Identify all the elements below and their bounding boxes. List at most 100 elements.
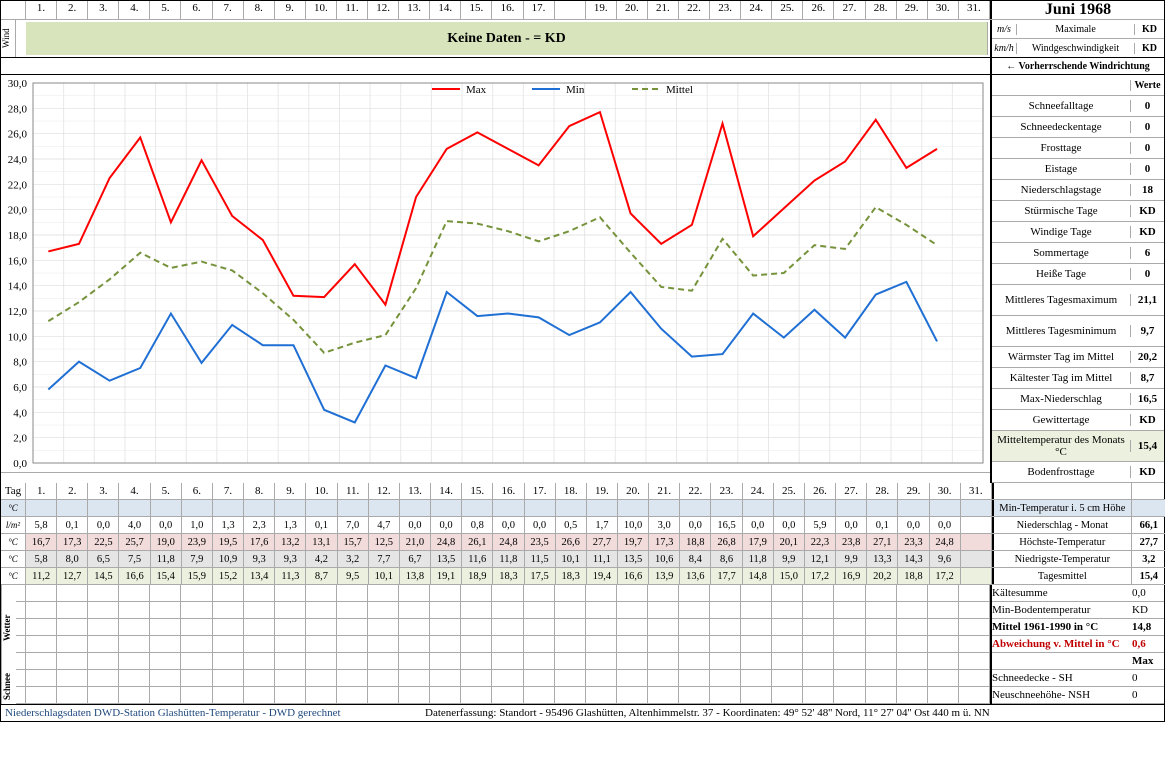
empty-row — [16, 636, 990, 653]
empty-row — [16, 670, 990, 687]
stat-row: Schneedeckentage0 — [992, 117, 1164, 138]
day-header: 1. — [26, 1, 57, 19]
svg-text:2,0: 2,0 — [13, 433, 27, 445]
empty-row — [16, 585, 990, 602]
title: Juni 1968 — [990, 1, 1164, 19]
wind-row: Wind Keine Daten - = KD m/s Maximale KD … — [1, 20, 1164, 58]
stat-row: Eistage0 — [992, 159, 1164, 180]
footer: Niederschlagsdaten DWD-Station Glashütte… — [1, 704, 1164, 721]
day-header: 4. — [119, 1, 150, 19]
wetter-label: Wetter — [1, 585, 16, 670]
header-row: 1.2.3.4.5.6.7.8.9.10.11.12.13.14.15.16.1… — [1, 1, 1164, 20]
bottom-stat-row: Mittel 1961-1990 in °C14,8 — [992, 619, 1164, 636]
data-row: l/m²5,80,10,04,00,01,01,32,31,30,17,04,7… — [1, 517, 1165, 534]
day-header: 23. — [710, 1, 741, 19]
day-header: 30. — [928, 1, 959, 19]
tag-row: Tag1.2.3.4.5.6.7.8.9.10.11.12.13.14.15.1… — [1, 483, 1165, 500]
stat-row: Windige TageKD — [992, 222, 1164, 243]
day-header: 10. — [306, 1, 337, 19]
day-header: 2. — [57, 1, 88, 19]
stats-column: WerteSchneefalltage0Schneedeckentage0Fro… — [990, 75, 1164, 483]
wind-label: Wind — [1, 20, 16, 57]
stat-row: Kältester Tag im Mittel8,7 — [992, 368, 1164, 389]
bottom-stat-row: Abweichung v. Mittel in °C0,6 — [992, 636, 1164, 653]
stat-row: Mitteltemperatur des Monats °C15,4 — [992, 431, 1164, 462]
day-header: 29. — [897, 1, 928, 19]
day-header: 20. — [617, 1, 648, 19]
bottom-stat-row: Kältesumme0,0 — [992, 585, 1164, 602]
footer-source: Niederschlagsdaten DWD-Station Glashütte… — [1, 705, 421, 721]
day-header: 3. — [88, 1, 119, 19]
bottom-section: Wetter Schnee Kältesumme0,0Min-Bodentemp… — [1, 585, 1164, 704]
day-labels-top: 1.2.3.4.5.6.7.8.9.10.11.12.13.14.15.16.1… — [1, 1, 990, 19]
day-header: 11. — [337, 1, 368, 19]
empty-row — [16, 602, 990, 619]
bottom-stat-row: Schneedecke - SH0 — [992, 670, 1164, 687]
wind-info: m/s Maximale KD km/h Windgeschwindigkeit… — [990, 20, 1164, 57]
svg-text:16,0: 16,0 — [8, 255, 28, 267]
stat-row: Wärmster Tag im Mittel20,2 — [992, 347, 1164, 368]
svg-text:4,0: 4,0 — [13, 407, 27, 419]
stat-row: Schneefalltage0 — [992, 96, 1164, 117]
bottom-stat-row: Max — [992, 653, 1164, 670]
svg-text:22,0: 22,0 — [8, 179, 28, 191]
data-row: °C11,212,714,516,615,415,915,213,411,38,… — [1, 568, 1165, 585]
svg-text:20,0: 20,0 — [8, 205, 28, 217]
day-header: 8. — [244, 1, 275, 19]
day-header: 9. — [275, 1, 306, 19]
stat-row: BodenfrosttageKD — [992, 462, 1164, 483]
svg-text:28,0: 28,0 — [8, 103, 28, 115]
chart-row: 0,0 2,0 4,0 6,0 8,0 10,0 12,0 14,0 16,0 18,0 20,0 2… — [1, 75, 1164, 483]
stat-row: Mittleres Tagesmaximum21,1 — [992, 285, 1164, 316]
svg-text:14,0: 14,0 — [8, 281, 28, 293]
svg-text:Mittel: Mittel — [666, 84, 693, 96]
day-header: 13. — [399, 1, 430, 19]
day-header: 16. — [492, 1, 523, 19]
day-header: 26. — [803, 1, 834, 19]
day-header: 27. — [834, 1, 865, 19]
wind-banner: Keine Daten - = KD — [26, 22, 988, 55]
schnee-label: Schnee — [1, 670, 16, 704]
day-header: 22. — [679, 1, 710, 19]
svg-text:18,0: 18,0 — [8, 230, 28, 242]
svg-text:30,0: 30,0 — [8, 78, 28, 90]
stat-row: Sommertage6 — [992, 243, 1164, 264]
data-table: Tag1.2.3.4.5.6.7.8.9.10.11.12.13.14.15.1… — [1, 483, 1165, 585]
stat-row: GewittertageKD — [992, 410, 1164, 431]
svg-text:6,0: 6,0 — [13, 382, 27, 394]
weather-report: 1.2.3.4.5.6.7.8.9.10.11.12.13.14.15.16.1… — [0, 0, 1165, 722]
temperature-chart: 0,0 2,0 4,0 6,0 8,0 10,0 12,0 14,0 16,0 18,0 20,0 2… — [1, 75, 990, 473]
svg-text:8,0: 8,0 — [13, 357, 27, 369]
svg-text:0,0: 0,0 — [13, 458, 27, 470]
day-header: 31. — [959, 1, 990, 19]
svg-text:Max: Max — [466, 84, 487, 96]
bottom-stat-row: Neuschneehöhe- NSH0 — [992, 687, 1164, 704]
day-header — [555, 1, 586, 19]
svg-text:24,0: 24,0 — [8, 154, 28, 166]
day-header: 21. — [648, 1, 679, 19]
day-header: 12. — [368, 1, 399, 19]
footer-location: Datenerfassung: Standort - 95496 Glashüt… — [421, 705, 1164, 721]
empty-row — [16, 653, 990, 670]
bottom-stat-row: Min-BodentemperaturKD — [992, 602, 1164, 619]
stat-row: Max-Niederschlag16,5 — [992, 389, 1164, 410]
svg-text:12,0: 12,0 — [8, 306, 28, 318]
day-header: 14. — [430, 1, 461, 19]
day-header: 25. — [772, 1, 803, 19]
data-row: °C16,717,322,525,719,023,919,517,613,213… — [1, 534, 1165, 551]
wind-direction: ← Vorherrschende Windrichtung — [990, 58, 1164, 74]
svg-text:10,0: 10,0 — [8, 331, 28, 343]
data-row: °C5,88,06,57,511,87,910,99,39,34,23,27,7… — [1, 551, 1165, 568]
svg-text:Min: Min — [566, 84, 585, 96]
day-header: 17. — [524, 1, 555, 19]
day-header: 15. — [461, 1, 492, 19]
empty-row — [16, 619, 990, 636]
stat-row: Niederschlagstage18 — [992, 180, 1164, 201]
stat-row: Stürmische TageKD — [992, 201, 1164, 222]
day-header: 7. — [213, 1, 244, 19]
stat-row: Mittleres Tagesminimum9,7 — [992, 316, 1164, 347]
day-header: 24. — [741, 1, 772, 19]
day-header: 5. — [150, 1, 181, 19]
day-header: 6. — [181, 1, 212, 19]
day-header: 19. — [586, 1, 617, 19]
